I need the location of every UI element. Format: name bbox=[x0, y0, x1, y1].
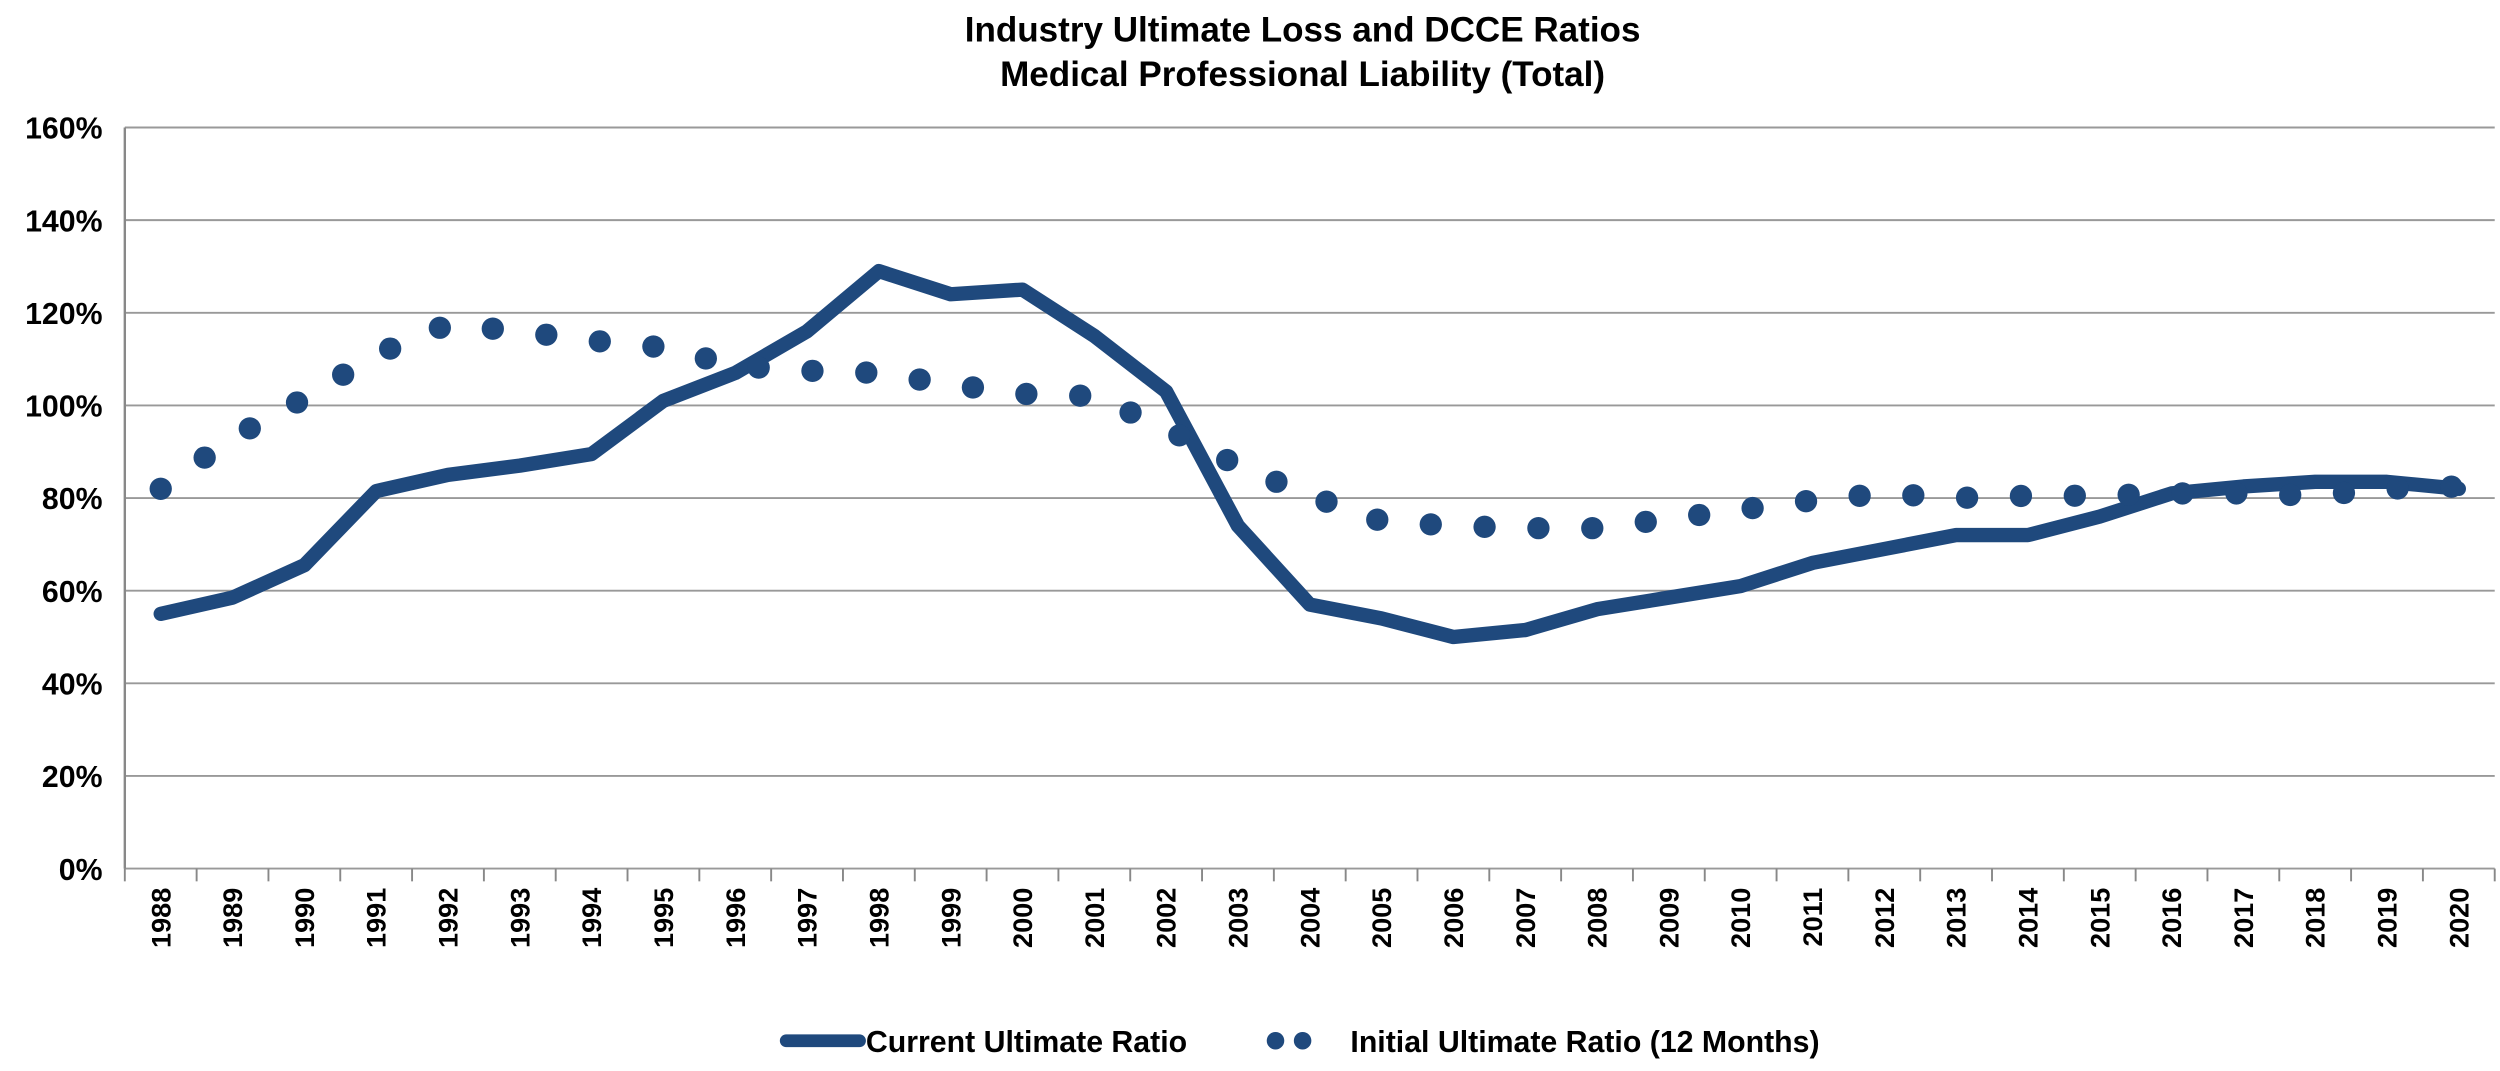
x-tick-label: 2002 bbox=[1151, 888, 1182, 948]
x-tick-label: 2000 bbox=[1007, 888, 1038, 948]
x-tick-label: 2011 bbox=[1797, 888, 1828, 947]
x-tick-label: 2017 bbox=[2228, 888, 2259, 948]
y-tick-label: 80% bbox=[42, 483, 103, 516]
x-tick-label: 2008 bbox=[1582, 888, 1613, 948]
x-tick-label: 2006 bbox=[1438, 888, 1469, 948]
x-tick-label: 2016 bbox=[2156, 888, 2187, 948]
x-tick-label: 2001 bbox=[1079, 888, 1110, 948]
x-tick-label: 1994 bbox=[576, 888, 607, 948]
x-tick-label: 1989 bbox=[217, 888, 248, 948]
x-tick-label: 2007 bbox=[1510, 888, 1541, 948]
y-tick-label: 0% bbox=[59, 854, 103, 887]
legend-label: Current Ultimate Ratio bbox=[866, 1026, 1187, 1059]
y-tick-label: 120% bbox=[25, 298, 102, 331]
x-tick-label: 2004 bbox=[1294, 888, 1325, 948]
y-tick-label: 40% bbox=[42, 668, 103, 701]
legend-label: Initial Ultimate Ratio (12 Months) bbox=[1350, 1026, 1819, 1059]
chart-title: Industry Ultimate Loss and DCCE Ratios bbox=[965, 10, 1641, 49]
x-tick-label: 1999 bbox=[935, 888, 966, 948]
y-tick-label: 100% bbox=[25, 391, 102, 424]
y-tick-label: 20% bbox=[42, 761, 103, 794]
y-tick-label: 140% bbox=[25, 205, 102, 238]
series-line bbox=[149, 313, 2470, 540]
x-tick-label: 2020 bbox=[2443, 888, 2474, 948]
x-tick-label: 2014 bbox=[2012, 888, 2043, 948]
x-tick-label: 2005 bbox=[1366, 888, 1397, 948]
x-tick-label: 2010 bbox=[1725, 888, 1756, 948]
x-tick-label: 1993 bbox=[504, 888, 535, 948]
x-tick-label: 1997 bbox=[792, 888, 823, 948]
chart-subtitle: Medical Professional Liability (Total) bbox=[1000, 55, 1605, 94]
x-tick-label: 2019 bbox=[2372, 888, 2403, 948]
x-tick-label: 2003 bbox=[1223, 888, 1254, 948]
y-tick-label: 60% bbox=[42, 576, 103, 609]
x-tick-label: 2015 bbox=[2084, 888, 2115, 948]
x-tick-label: 2012 bbox=[1869, 888, 1900, 948]
x-tick-label: 2009 bbox=[1653, 888, 1684, 948]
x-tick-label: 2013 bbox=[1941, 888, 1972, 948]
y-tick-label: 160% bbox=[25, 113, 102, 146]
series-line bbox=[153, 263, 2466, 645]
x-tick-label: 1996 bbox=[720, 888, 751, 948]
x-tick-label: 2018 bbox=[2300, 888, 2331, 948]
x-tick-label: 1988 bbox=[145, 888, 176, 948]
x-tick-label: 1995 bbox=[648, 888, 679, 948]
x-tick-label: 1991 bbox=[361, 888, 392, 948]
x-tick-label: 1992 bbox=[433, 888, 464, 948]
x-tick-label: 1990 bbox=[289, 888, 320, 948]
x-tick-label: 1998 bbox=[863, 888, 894, 948]
